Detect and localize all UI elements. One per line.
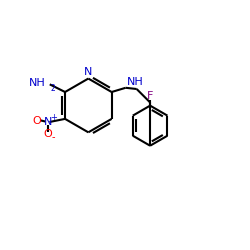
Text: +: + — [50, 113, 57, 122]
Text: NH: NH — [29, 78, 46, 88]
Text: 2: 2 — [51, 84, 56, 92]
Text: O: O — [44, 129, 52, 139]
Text: O: O — [32, 116, 41, 126]
Text: F: F — [147, 91, 153, 101]
Text: -: - — [52, 132, 55, 142]
Text: N: N — [84, 68, 92, 78]
Text: N: N — [44, 117, 52, 127]
Text: NH: NH — [126, 78, 143, 88]
